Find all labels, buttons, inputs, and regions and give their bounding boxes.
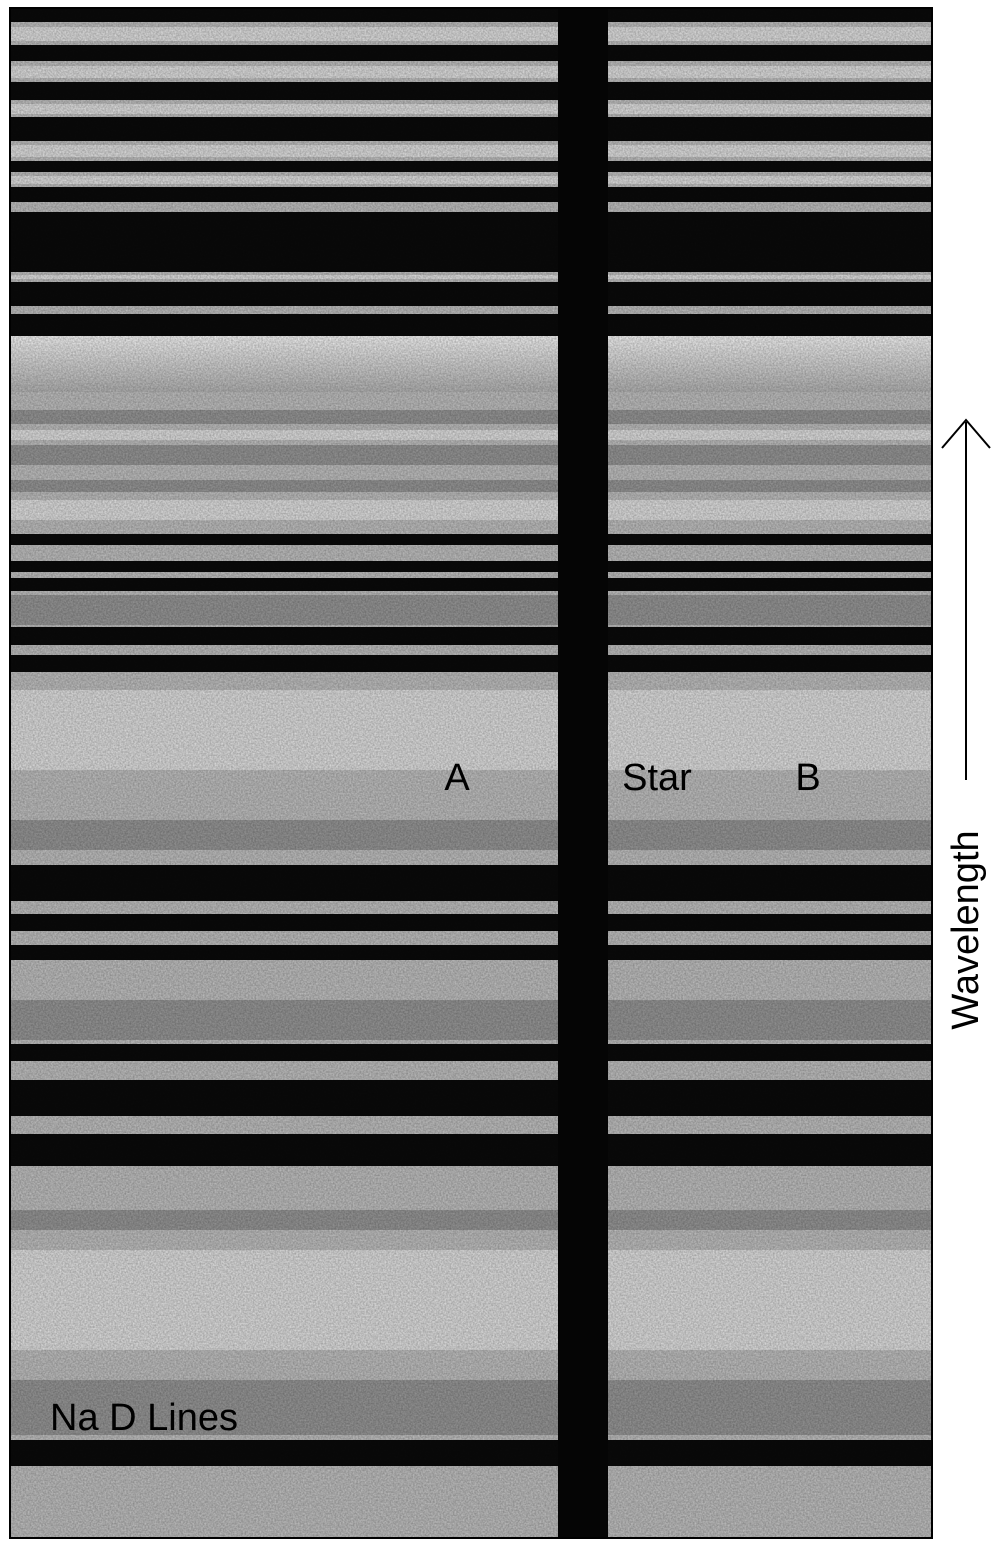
label-star: Star (622, 757, 692, 799)
spectrum-image (9, 7, 933, 1539)
label-backdrop (948, 780, 984, 1080)
label-a: A (444, 757, 470, 799)
label-b: B (795, 757, 820, 799)
axis-label: Wavelength (945, 830, 987, 1029)
arrow-head (941, 418, 991, 449)
label-na-d: Na D Lines (50, 1397, 238, 1439)
star-column (558, 8, 608, 1538)
